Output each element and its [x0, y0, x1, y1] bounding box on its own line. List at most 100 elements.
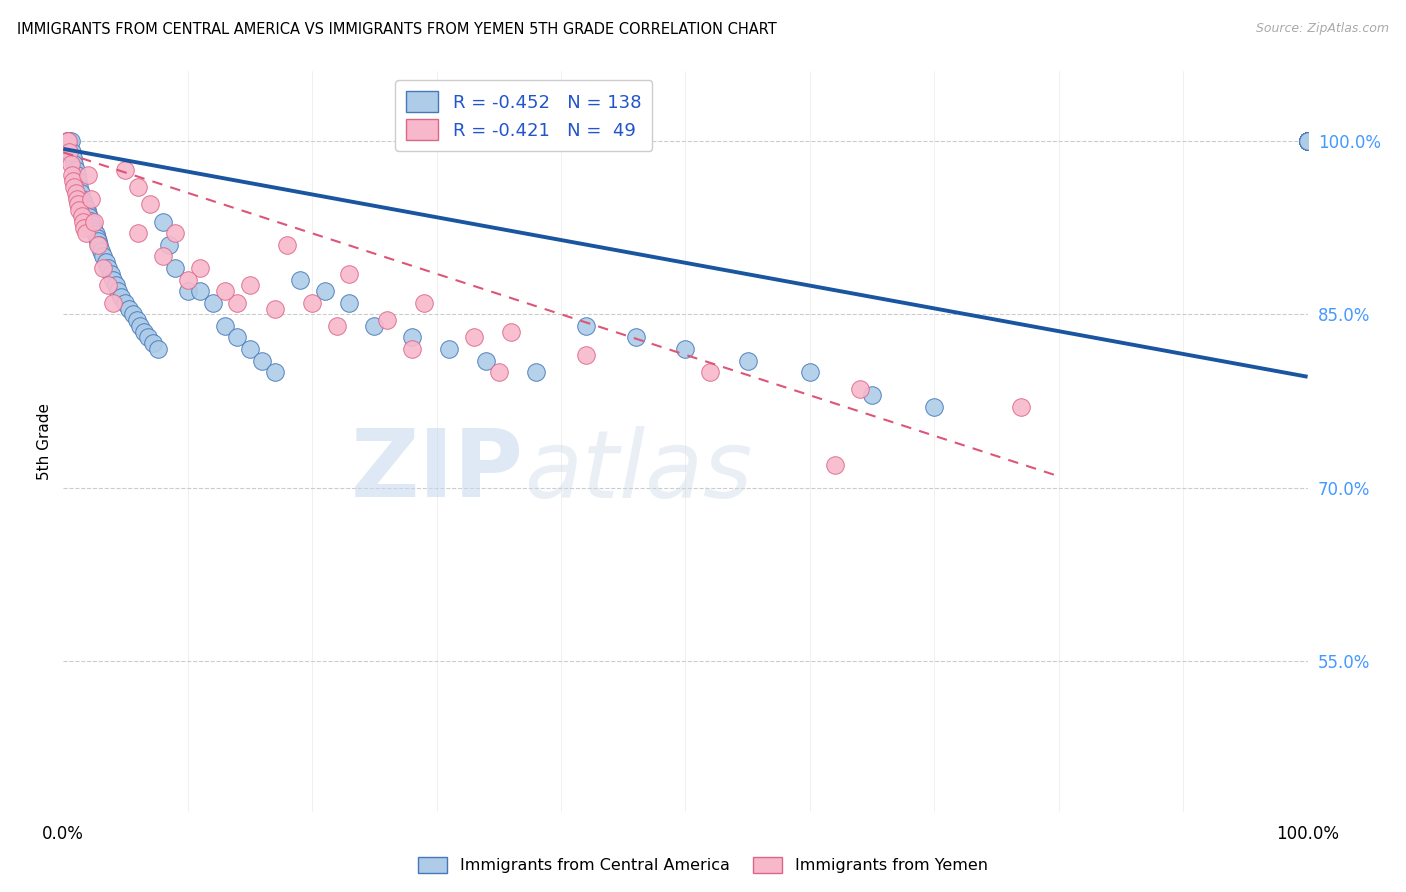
Point	[107, 284, 129, 298]
Point	[1296, 134, 1319, 148]
Point	[524, 365, 547, 379]
Point	[69, 180, 91, 194]
Point	[1296, 134, 1319, 148]
Point	[1296, 134, 1319, 148]
Point	[860, 388, 883, 402]
Point	[134, 325, 156, 339]
Point	[1296, 134, 1319, 148]
Point	[1296, 134, 1319, 148]
Point	[413, 295, 436, 310]
Y-axis label: 5th Grade: 5th Grade	[37, 403, 52, 480]
Point	[1296, 134, 1319, 148]
Point	[1296, 134, 1319, 148]
Point	[624, 330, 647, 344]
Point	[59, 134, 82, 148]
Point	[69, 203, 91, 218]
Point	[165, 260, 187, 275]
Point	[129, 318, 152, 333]
Point	[824, 458, 846, 472]
Point	[1296, 134, 1319, 148]
Point	[142, 336, 165, 351]
Point	[66, 169, 89, 183]
Point	[79, 192, 101, 206]
Point	[239, 342, 262, 356]
Point	[87, 238, 110, 252]
Point	[62, 174, 84, 188]
Point	[226, 330, 249, 344]
Point	[288, 272, 311, 286]
Point	[1296, 134, 1319, 148]
Point	[1296, 134, 1319, 148]
Point	[1296, 134, 1319, 148]
Point	[91, 250, 114, 264]
Point	[1296, 134, 1319, 148]
Point	[339, 295, 361, 310]
Point	[77, 169, 100, 183]
Point	[1296, 134, 1319, 148]
Point	[127, 180, 149, 194]
Point	[90, 244, 112, 258]
Point	[69, 186, 91, 200]
Point	[127, 227, 149, 241]
Point	[1296, 134, 1319, 148]
Point	[1296, 134, 1319, 148]
Point	[60, 169, 83, 183]
Point	[139, 197, 162, 211]
Point	[89, 238, 111, 252]
Point	[1296, 134, 1319, 148]
Point	[70, 192, 93, 206]
Point	[114, 295, 136, 310]
Point	[1296, 134, 1319, 148]
Point	[1296, 134, 1319, 148]
Point	[67, 174, 90, 188]
Point	[104, 278, 127, 293]
Point	[575, 348, 598, 362]
Point	[1296, 134, 1319, 148]
Point	[1296, 134, 1319, 148]
Point	[924, 400, 946, 414]
Point	[118, 301, 141, 316]
Point	[76, 203, 98, 218]
Point	[1296, 134, 1319, 148]
Point	[437, 342, 460, 356]
Point	[70, 209, 93, 223]
Point	[501, 325, 523, 339]
Legend: R = -0.452   N = 138, R = -0.421   N =  49: R = -0.452 N = 138, R = -0.421 N = 49	[395, 80, 652, 151]
Point	[1296, 134, 1319, 148]
Point	[799, 365, 821, 379]
Text: IMMIGRANTS FROM CENTRAL AMERICA VS IMMIGRANTS FROM YEMEN 5TH GRADE CORRELATION C: IMMIGRANTS FROM CENTRAL AMERICA VS IMMIG…	[17, 22, 776, 37]
Point	[67, 197, 90, 211]
Point	[94, 255, 117, 269]
Point	[1296, 134, 1319, 148]
Point	[1296, 134, 1319, 148]
Point	[152, 250, 174, 264]
Point	[1296, 134, 1319, 148]
Point	[66, 192, 89, 206]
Point	[1296, 134, 1319, 148]
Point	[101, 272, 124, 286]
Point	[1296, 134, 1319, 148]
Point	[136, 330, 159, 344]
Point	[475, 353, 498, 368]
Point	[1296, 134, 1319, 148]
Point	[1296, 134, 1319, 148]
Point	[463, 330, 485, 344]
Point	[56, 134, 79, 148]
Point	[214, 318, 236, 333]
Point	[1296, 134, 1319, 148]
Point	[1296, 134, 1319, 148]
Point	[79, 210, 101, 224]
Point	[84, 227, 107, 242]
Point	[375, 313, 398, 327]
Point	[575, 318, 598, 333]
Point	[110, 290, 132, 304]
Point	[58, 145, 80, 160]
Point	[1296, 134, 1319, 148]
Point	[263, 365, 285, 379]
Point	[1296, 134, 1319, 148]
Point	[276, 238, 298, 252]
Point	[1296, 134, 1319, 148]
Text: ZIP: ZIP	[350, 425, 523, 517]
Point	[1296, 134, 1319, 148]
Point	[1296, 134, 1319, 148]
